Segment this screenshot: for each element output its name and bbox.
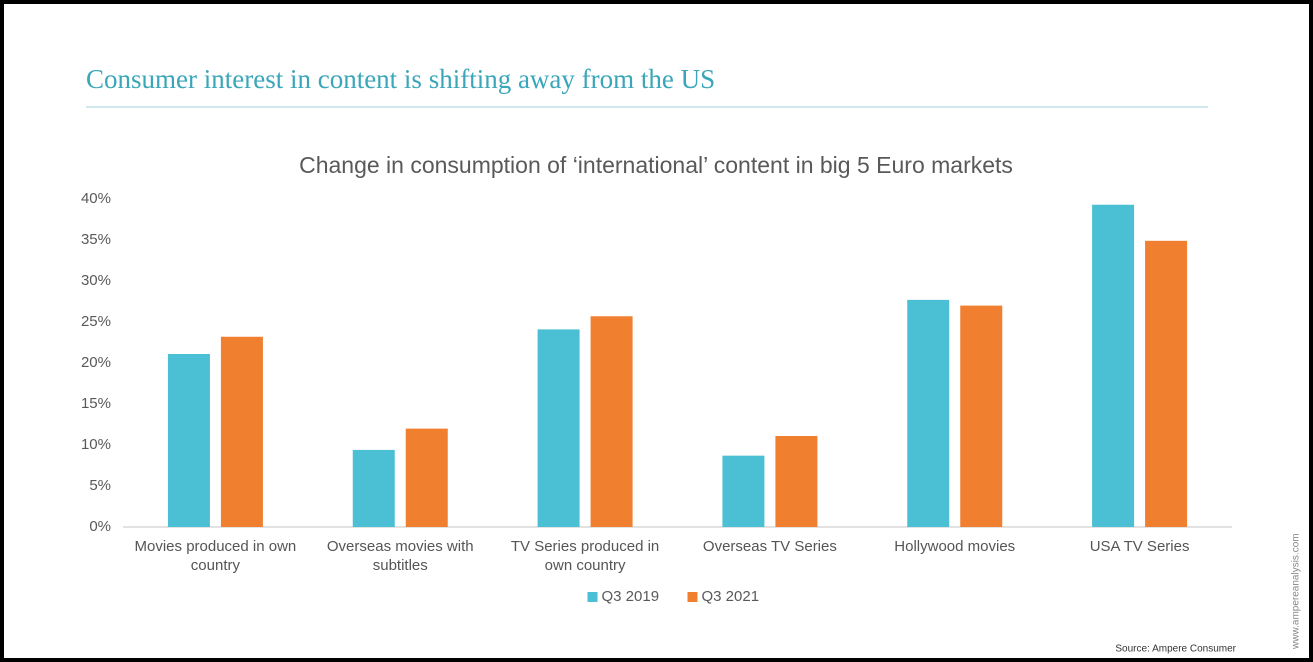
slide-title: Consumer interest in content is shifting… (86, 64, 715, 94)
legend-swatch (587, 592, 598, 602)
x-tick-label: Hollywood movies (894, 538, 1016, 555)
x-tick-label: Movies produced in own country (134, 538, 297, 574)
bar (405, 428, 448, 527)
y-tick-label: 5% (89, 477, 111, 494)
chart-title: Change in consumption of ‘international’… (299, 152, 1013, 178)
legend-label: Q3 2019 (602, 588, 660, 605)
x-tick-label: Overseas movies with subtitles (326, 538, 474, 574)
y-tick-label: 25% (81, 313, 111, 330)
bar (960, 305, 1003, 527)
y-tick-label: 35% (81, 231, 111, 248)
y-tick-label: 40% (81, 190, 111, 207)
bar (352, 449, 395, 527)
y-tick-label: 0% (89, 518, 111, 535)
bar (167, 353, 210, 527)
y-tick-label: 20% (81, 354, 111, 371)
bar (722, 455, 765, 527)
source: Source: Ampere Consumer (1115, 644, 1236, 655)
y-tick-label: 30% (81, 272, 111, 289)
legend-swatch (687, 592, 698, 602)
bar (537, 329, 580, 527)
y-tick-label: 15% (81, 395, 111, 412)
bar (220, 336, 263, 527)
y-tick-label: 10% (81, 436, 111, 453)
x-tick-label: Overseas TV Series (702, 538, 837, 555)
bar (775, 435, 818, 527)
x-tick-label: TV Series produced in own country (510, 538, 660, 574)
bar (1092, 204, 1135, 528)
bar (1145, 240, 1188, 527)
bar (907, 299, 950, 527)
bar (590, 316, 633, 527)
website: www.ampereanalysis.com (1291, 533, 1302, 650)
legend-label: Q3 2021 (702, 588, 760, 605)
x-tick-label: USA TV Series (1089, 538, 1190, 555)
chart: Consumer interest in content is shifting… (81, 64, 1302, 655)
